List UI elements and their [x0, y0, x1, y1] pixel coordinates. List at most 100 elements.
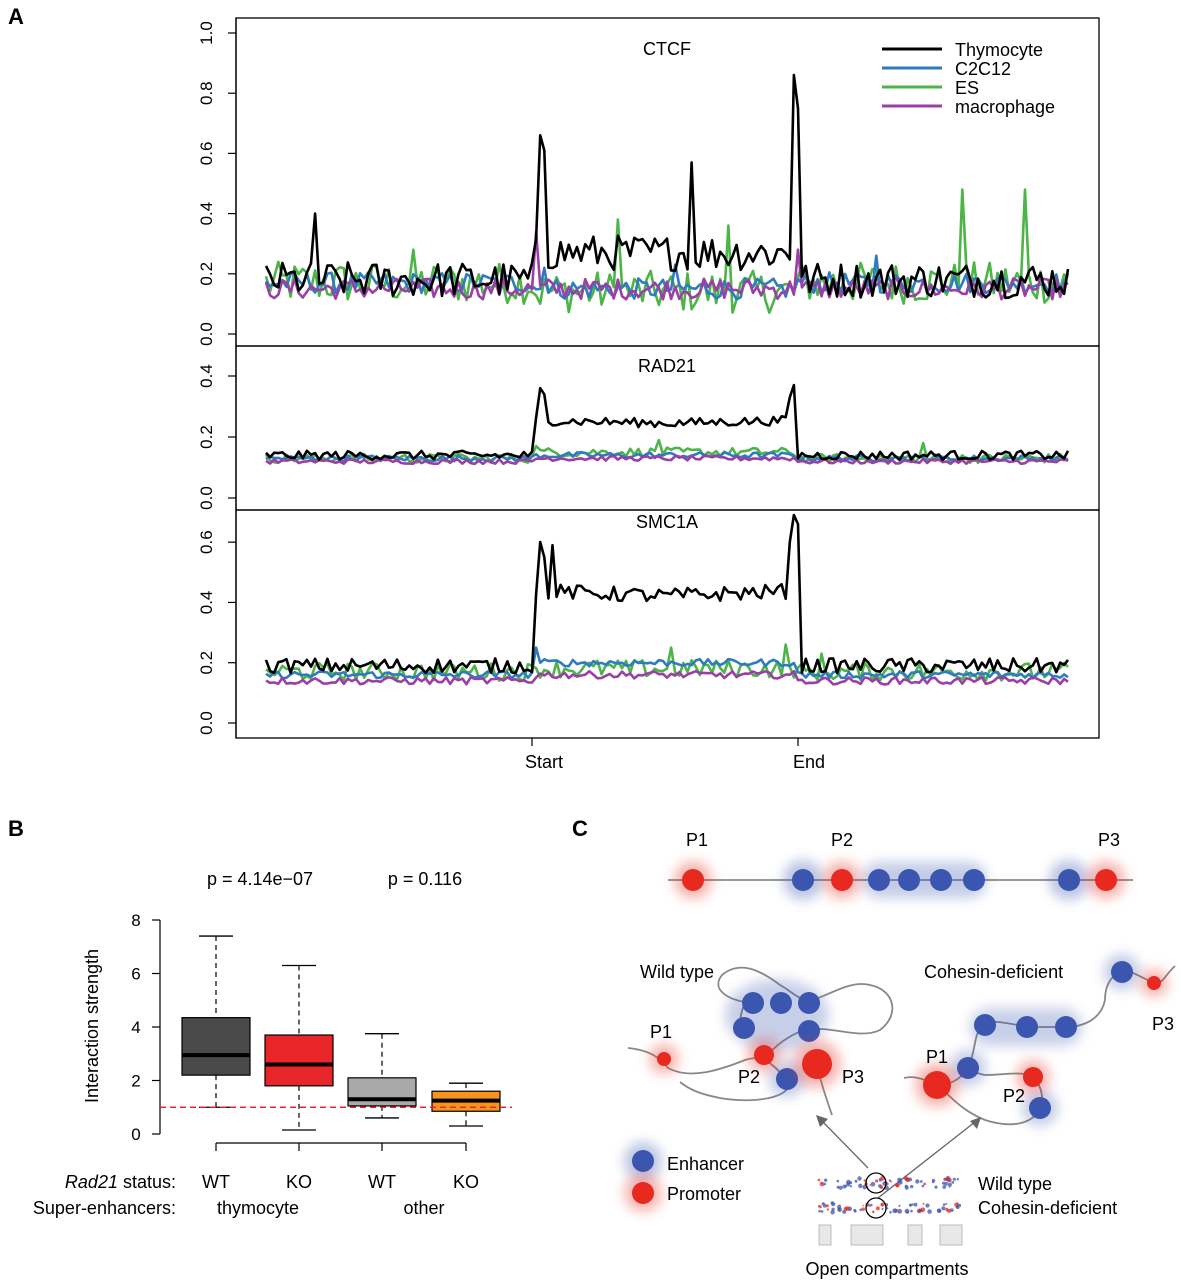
- enhancer: [1058, 869, 1080, 891]
- inset-dot: [870, 1181, 876, 1187]
- inset-dot: [925, 1203, 930, 1208]
- box-y-tick-label: 0: [131, 1125, 140, 1144]
- box-body: [347, 1077, 417, 1107]
- wt-promoter-p3: [802, 1049, 832, 1079]
- inset-dot: [869, 1184, 872, 1186]
- ctcf-y-tick-label: 1.0: [197, 21, 216, 45]
- inset-dot: [861, 1207, 865, 1211]
- inset-circle-cd: [865, 1197, 887, 1219]
- box-ko-other: [431, 1082, 501, 1127]
- rad21-gene-name: Rad21: [65, 1172, 118, 1192]
- chart-ctcf: CTCF 0.0 0.2 0.4 0.6 0.8 1.0 Thymocyte C2C12 …: [197, 17, 1100, 347]
- chart-boxplot: p = 4.14e−07 p = 0.116 Interaction stren…: [33, 869, 512, 1218]
- wt-title: Wild type: [640, 962, 714, 982]
- inset-label-wt: Wild type: [978, 1174, 1052, 1194]
- ctcf-series: [264, 73, 1070, 315]
- enhancer: [974, 1014, 996, 1036]
- inset-dot: [849, 1185, 853, 1188]
- inset-dot: [863, 1179, 866, 1182]
- cohesin-deficient-diagram: Cohesin-deficient P1 P2 P3: [903, 954, 1176, 1126]
- ctcf-y-tick-label: 0.8: [197, 81, 216, 105]
- ctcf-line-macrophage: [264, 230, 1069, 301]
- ctcf-line-c2c12: [265, 254, 1070, 301]
- rad21-status-label: Rad21 status:: [65, 1172, 176, 1192]
- promoter-p3: [1095, 869, 1117, 891]
- enhancer-cluster-glow: [862, 862, 987, 898]
- rad21-status-word: status:: [123, 1172, 176, 1192]
- box-label-ko-thymocyte: KO: [286, 1172, 312, 1192]
- inset-dot: [919, 1180, 923, 1183]
- inset-dot: [846, 1182, 851, 1187]
- inset-dot: [872, 1211, 875, 1214]
- inset-dot: [818, 1209, 821, 1213]
- x-tick-label-start: Start: [525, 752, 563, 772]
- open-compartments-inset: Wild type Cohesin-deficient Open compart…: [805, 1115, 1117, 1279]
- inset-dot: [888, 1179, 891, 1182]
- inset-dot: [934, 1185, 938, 1189]
- rad21-y-tick-label: 0.2: [197, 425, 216, 449]
- inset-dot: [819, 1181, 825, 1187]
- smc1a-line-thymocyte: [264, 513, 1070, 675]
- panel-c-legend: Enhancer Promoter: [624, 1142, 744, 1212]
- group-label-thymocyte: thymocyte: [217, 1198, 299, 1218]
- inset-dot: [825, 1204, 829, 1208]
- inset-dot: [854, 1179, 858, 1183]
- legend-enhancer-label: Enhancer: [667, 1154, 744, 1174]
- inset-dot: [853, 1208, 857, 1212]
- inset-dot: [904, 1185, 909, 1190]
- smc1a-y-axis: 0.0 0.2 0.4 0.6: [197, 510, 237, 738]
- enhancer: [742, 992, 764, 1014]
- inset-dot: [905, 1177, 908, 1180]
- inset-dot: [817, 1178, 821, 1182]
- enhancer: [798, 1020, 820, 1042]
- inset-arrow-cd: [877, 1121, 976, 1199]
- inset-dot: [869, 1203, 873, 1207]
- box-wt-other: [347, 1033, 417, 1119]
- inset-dot: [868, 1204, 871, 1207]
- panel-c-letter: C: [572, 816, 588, 841]
- promoter-p1: [682, 869, 704, 891]
- inset-dot: [946, 1177, 950, 1182]
- enhancer: [1111, 961, 1133, 983]
- inset-arrow-wt: [821, 1120, 869, 1169]
- box-y-tick-label: 8: [131, 911, 140, 930]
- ctcf-line-es: [264, 188, 1069, 315]
- inset-dot: [823, 1182, 827, 1186]
- panel-b-letter: B: [8, 816, 24, 841]
- inset-dot: [931, 1180, 935, 1184]
- ctcf-title: CTCF: [643, 39, 691, 59]
- inset-dot: [824, 1178, 828, 1182]
- inset-dot: [927, 1209, 932, 1214]
- inset-dot: [943, 1177, 947, 1182]
- legend-promoter-dot: [632, 1182, 654, 1204]
- cd-promoter-p3: [1147, 976, 1161, 990]
- cd-label-p2: P2: [1003, 1086, 1025, 1106]
- wild-type-loop-diagram: Wild type P1 P2 P3: [627, 962, 894, 1116]
- ctcf-y-tick-label: 0.4: [197, 202, 216, 226]
- inset-caption: Open compartments: [805, 1259, 968, 1279]
- inset-dot: [831, 1207, 835, 1212]
- enhancer: [798, 992, 820, 1014]
- box-label-ko-other: KO: [453, 1172, 479, 1192]
- inset-dot: [915, 1179, 920, 1184]
- legend-label-thymocyte: Thymocyte: [955, 40, 1043, 60]
- inset-dot: [942, 1203, 946, 1206]
- pvalue-other: p = 0.116: [388, 869, 462, 889]
- legend-enhancer-dot: [632, 1150, 654, 1172]
- rad21-line-macrophage: [265, 454, 1069, 466]
- box-body: [181, 1017, 251, 1076]
- enhancer: [868, 869, 890, 891]
- ctcf-line-thymocyte: [264, 73, 1070, 300]
- inset-dot: [921, 1184, 925, 1188]
- x-tick-label-end: End: [793, 752, 825, 772]
- inset-arrowhead-cd: [970, 1117, 981, 1129]
- inset-dot: [941, 1206, 946, 1211]
- super-enhancers-label: Super-enhancers:: [33, 1198, 176, 1218]
- inset-dot: [898, 1204, 901, 1207]
- box-y-tick-label: 6: [131, 965, 140, 984]
- box-y-label: Interaction strength: [82, 949, 102, 1103]
- smc1a-y-tick-label: 0.2: [197, 651, 216, 675]
- wt-promoter-p1: [657, 1052, 671, 1066]
- inset-dot: [862, 1204, 864, 1207]
